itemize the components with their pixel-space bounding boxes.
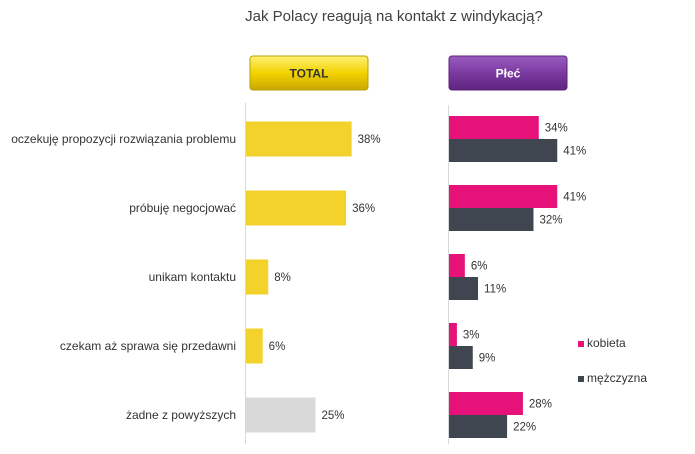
total-bar <box>246 328 263 364</box>
plec-value-label: 3% <box>463 330 480 342</box>
plec-bar-kobieta <box>449 116 539 139</box>
plec-value-label: 41% <box>563 192 586 204</box>
total-value-label: 38% <box>358 134 381 146</box>
legend-label: mężczyzna <box>587 371 647 385</box>
header-plec-label: Płeć <box>496 67 521 81</box>
total-bar <box>246 121 352 157</box>
category-label: czekam aż sprawa się przedawni <box>60 339 236 353</box>
total-bar <box>246 190 347 226</box>
plec-bar-mezczyzna <box>449 208 534 231</box>
total-value-label: 8% <box>274 272 291 284</box>
plec-value-label: 9% <box>479 353 496 365</box>
plec-value-label: 34% <box>545 123 568 135</box>
legend: kobieta mężczyzna <box>578 336 647 385</box>
plec-bar-mezczyzna <box>449 277 479 300</box>
header-plec-box <box>448 55 568 91</box>
total-value-label: 36% <box>352 203 375 215</box>
chart-title: Jak Polacy reagują na kontakt z windykac… <box>245 8 543 25</box>
legend-label: kobieta <box>587 336 626 350</box>
plec-bar-kobieta <box>449 323 457 346</box>
category-label: oczekuję propozycji rozwiązania problemu <box>11 132 236 146</box>
category-label: żadne z powyższych <box>126 408 236 422</box>
plec-bar-mezczyzna <box>449 139 558 162</box>
category-labels: oczekuję propozycji rozwiązania problemu… <box>11 132 236 422</box>
total-value-label: 6% <box>269 341 286 353</box>
plec-bar-kobieta <box>449 392 523 415</box>
plec-bar-kobieta <box>449 254 465 277</box>
plec-bar-mezczyzna <box>449 346 473 369</box>
plec-bar-kobieta <box>449 185 558 208</box>
plec-value-label: 11% <box>484 284 506 296</box>
legend-swatch <box>578 341 584 347</box>
legend-swatch <box>578 376 584 382</box>
total-value-label: 25% <box>322 410 345 422</box>
category-label: unikam kontaktu <box>149 270 236 284</box>
total-bars: 38% 36% 8% 6% 25% <box>246 121 381 433</box>
total-bar <box>246 397 316 433</box>
plec-value-label: 41% <box>563 146 586 158</box>
plec-value-label: 28% <box>529 399 552 411</box>
plec-bar-mezczyzna <box>449 415 508 438</box>
panel-headers: TOTAL Płeć <box>249 55 568 91</box>
header-total-label: TOTAL <box>290 67 329 81</box>
plec-bars: 34%41%6%3%28%41%32%11%9%22% <box>449 116 586 438</box>
plec-value-label: 32% <box>539 215 562 227</box>
category-label: próbuję negocjować <box>129 201 236 215</box>
total-bar <box>246 259 269 295</box>
plec-value-label: 22% <box>513 422 536 434</box>
header-total-box <box>249 55 369 91</box>
plec-value-label: 6% <box>471 261 488 273</box>
